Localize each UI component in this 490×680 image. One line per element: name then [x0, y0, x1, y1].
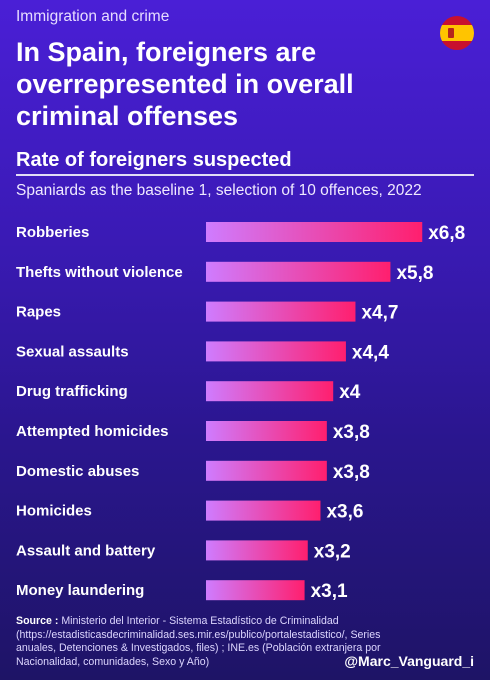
value-label: x5,8	[396, 263, 433, 284]
title-divider	[16, 174, 474, 176]
value-label: x3,6	[326, 502, 363, 523]
bar	[206, 460, 327, 481]
chart-title: Rate of foreigners suspected	[16, 149, 292, 171]
category-label: Homicides	[16, 503, 92, 520]
value-label: x3,8	[333, 422, 370, 443]
chart-subtitle: Spaniards as the baseline 1, selection o…	[16, 182, 422, 199]
category-label: Money laundering	[16, 582, 144, 599]
value-label: x3,2	[314, 541, 351, 562]
value-label: x3,1	[311, 581, 348, 602]
author-handle: @Marc_Vanguard_i	[344, 653, 474, 669]
category-label: Thefts without violence	[16, 264, 183, 281]
bar	[206, 381, 334, 402]
category-label: Sexual assaults	[16, 343, 129, 360]
bar	[206, 341, 346, 362]
value-label: x4	[339, 382, 361, 403]
category-label: Drug trafficking	[16, 383, 128, 400]
value-label: x6,8	[428, 223, 465, 244]
value-label: x4,4	[352, 342, 389, 363]
source-text: Ministerio del Interior - Sistema Estadí…	[16, 615, 381, 668]
kicker-text: Immigration and crime	[16, 8, 170, 25]
category-label: Attempted homicides	[16, 423, 169, 440]
page-title: In Spain, foreigners are overrepresented…	[16, 37, 354, 131]
category-label: Robberies	[16, 224, 89, 241]
bar	[206, 301, 356, 322]
bar	[206, 261, 391, 282]
value-label: x3,8	[333, 462, 370, 483]
bar	[206, 500, 321, 521]
value-label: x4,7	[361, 303, 398, 324]
category-label: Domestic abuses	[16, 463, 139, 480]
bar-chart: Robberies x6,8 Thefts without violence x5,8…	[16, 222, 465, 602]
category-label: Assault and battery	[16, 542, 156, 559]
bar	[206, 421, 327, 441]
category-label: Rapes	[16, 304, 61, 321]
bar	[206, 540, 308, 561]
spain-flag-icon	[440, 16, 474, 50]
source-label: Source :	[16, 615, 59, 627]
bar	[206, 580, 305, 601]
source-note: Source : Ministerio del Interior - Siste…	[16, 615, 416, 669]
bar	[206, 222, 423, 242]
